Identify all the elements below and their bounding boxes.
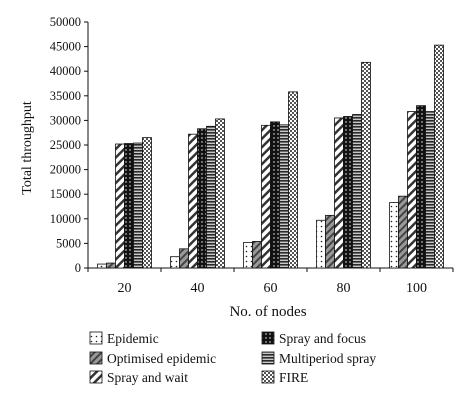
legend-swatch	[261, 370, 275, 384]
bar-series-group	[97, 44, 444, 269]
legend-swatch	[261, 351, 275, 365]
legend-swatch	[89, 370, 103, 384]
x-tick-label: 20	[118, 281, 132, 296]
legend-swatch	[261, 331, 275, 345]
bar-spray-and-wait-100	[407, 111, 417, 269]
legend-item-spray-and-focus: Spray and focus	[261, 331, 366, 346]
bar-fire-40	[215, 118, 225, 269]
bar-spray-and-focus-40	[197, 128, 207, 269]
bar-fire-80	[361, 61, 371, 269]
y-tick-label: 35000	[50, 89, 81, 103]
legend-label: Multiperiod spray	[279, 351, 376, 366]
tick-labels: 0 5000 10000 15000 20000 25000 30000 35000 40000…	[50, 15, 427, 296]
y-tick-label: 20000	[50, 163, 81, 177]
bar-epidemic-60	[243, 242, 253, 269]
legend-label: FIRE	[279, 370, 308, 385]
y-tick-label: 50000	[50, 15, 81, 29]
legend-label: Optimised epidemic	[107, 351, 216, 366]
y-axis-label: Total throughput	[20, 101, 35, 195]
bar-optimised-epidemic-80	[325, 214, 335, 269]
legend-item-multiperiod-spray: Multiperiod spray	[261, 351, 376, 366]
bar-optimised-epidemic-40	[179, 248, 189, 269]
bar-fire-20	[142, 137, 152, 269]
legend-item-optimised-epidemic: Optimised epidemic	[89, 351, 216, 366]
x-tick-label: 80	[337, 281, 351, 296]
x-axis-label: No. of nodes	[229, 304, 306, 320]
bar-epidemic-20	[97, 263, 107, 269]
bar-optimised-epidemic-20	[106, 262, 116, 269]
y-tick-label: 0	[75, 261, 81, 275]
bar-spray-and-focus-80	[343, 116, 353, 269]
y-tick-label: 10000	[50, 212, 81, 226]
legend-label: Spray and wait	[107, 370, 188, 385]
bar-spray-and-wait-20	[115, 143, 125, 269]
x-tick-label: 100	[406, 281, 427, 296]
bar-multiperiod-spray-100	[425, 111, 435, 269]
bar-fire-100	[434, 44, 444, 269]
y-tick-label: 45000	[50, 40, 81, 54]
legend-item-fire: FIRE	[261, 370, 308, 385]
y-tick-label: 30000	[50, 113, 81, 127]
bar-epidemic-100	[389, 202, 399, 269]
legend: Epidemic Optimised epidemic Spray and wait…	[89, 331, 376, 385]
bar-optimised-epidemic-60	[252, 241, 262, 269]
bar-spray-and-focus-20	[124, 143, 134, 269]
y-tick-label: 25000	[50, 138, 81, 152]
bar-multiperiod-spray-60	[279, 124, 289, 269]
legend-label: Epidemic	[107, 331, 159, 346]
x-tick-label: 40	[191, 281, 205, 296]
bar-optimised-epidemic-100	[398, 195, 408, 269]
bar-spray-and-wait-40	[188, 133, 198, 269]
bar-epidemic-80	[316, 219, 326, 269]
y-tick-label: 15000	[50, 187, 81, 201]
bar-spray-and-wait-60	[261, 124, 271, 269]
bar-fire-60	[288, 91, 298, 269]
bar-spray-and-focus-100	[416, 105, 426, 269]
legend-swatch	[89, 351, 103, 365]
bar-spray-and-focus-60	[270, 121, 280, 269]
bar-epidemic-40	[170, 256, 180, 269]
bar-multiperiod-spray-80	[352, 114, 362, 269]
legend-item-epidemic: Epidemic	[89, 331, 159, 346]
y-tick-label: 40000	[50, 64, 81, 78]
y-tick-label: 5000	[56, 236, 81, 250]
legend-label: Spray and focus	[279, 331, 366, 346]
legend-swatch	[89, 331, 103, 345]
bar-multiperiod-spray-40	[206, 125, 216, 269]
x-tick-label: 60	[264, 281, 278, 296]
bar-multiperiod-spray-20	[133, 142, 143, 269]
legend-item-spray-and-wait: Spray and wait	[89, 370, 188, 385]
bar-spray-and-wait-80	[334, 117, 344, 269]
